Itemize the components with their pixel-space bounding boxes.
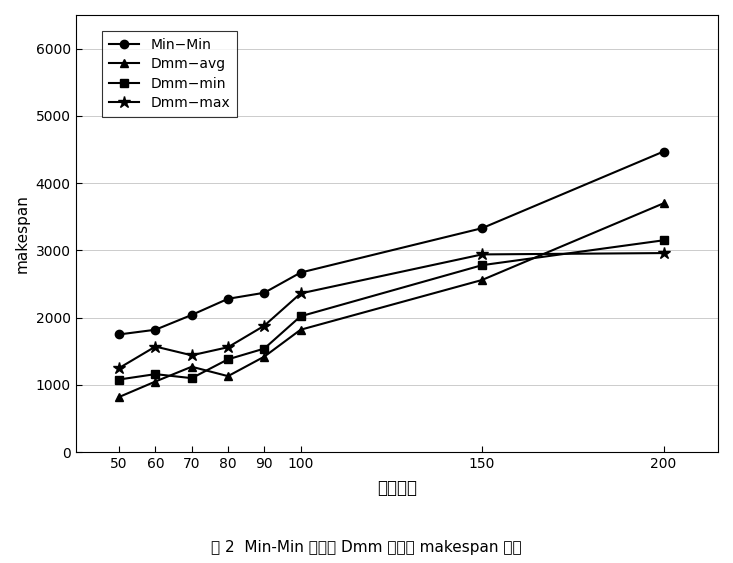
Dmm−avg: [296, 327, 305, 333]
Min−Min: [478, 225, 487, 231]
Dmm−avg: [659, 200, 668, 207]
Dmm−min: [114, 376, 123, 383]
Y-axis label: makespan: makespan: [15, 194, 30, 273]
Dmm−avg: [260, 353, 269, 360]
Dmm−avg: [188, 363, 196, 370]
Dmm−max: [188, 352, 196, 359]
Min−Min: [188, 311, 196, 318]
X-axis label: 任务数量: 任务数量: [377, 479, 417, 497]
Dmm−min: [478, 262, 487, 269]
Dmm−max: [260, 323, 269, 329]
Dmm−max: [114, 365, 123, 372]
Min−Min: [151, 327, 160, 333]
Line: Dmm−avg: Dmm−avg: [115, 199, 668, 401]
Min−Min: [260, 289, 269, 296]
Min−Min: [296, 269, 305, 276]
Dmm−max: [151, 343, 160, 350]
Line: Dmm−max: Dmm−max: [113, 247, 670, 374]
Min−Min: [224, 296, 232, 302]
Dmm−max: [659, 250, 668, 257]
Min−Min: [114, 331, 123, 338]
Text: 图 2  Min-Min 算法和 Dmm 算法的 makespan 比较: 图 2 Min-Min 算法和 Dmm 算法的 makespan 比较: [211, 540, 522, 555]
Dmm−max: [478, 251, 487, 258]
Line: Dmm−min: Dmm−min: [115, 236, 668, 383]
Dmm−min: [260, 345, 269, 352]
Legend: Min−Min, Dmm−avg, Dmm−min, Dmm−max: Min−Min, Dmm−avg, Dmm−min, Dmm−max: [102, 31, 237, 117]
Dmm−avg: [478, 276, 487, 283]
Dmm−min: [659, 237, 668, 244]
Dmm−min: [151, 371, 160, 378]
Dmm−min: [188, 375, 196, 382]
Dmm−avg: [151, 378, 160, 385]
Line: Min−Min: Min−Min: [115, 148, 668, 338]
Dmm−min: [224, 356, 232, 363]
Dmm−max: [224, 344, 232, 351]
Dmm−avg: [114, 394, 123, 400]
Dmm−avg: [224, 373, 232, 379]
Dmm−min: [296, 313, 305, 320]
Dmm−max: [296, 290, 305, 297]
Min−Min: [659, 148, 668, 155]
